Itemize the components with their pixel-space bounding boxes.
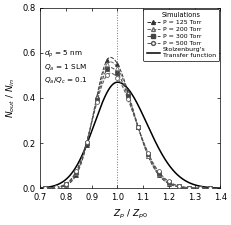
Y-axis label: $N_{out}\ /\ N_{in}$: $N_{out}\ /\ N_{in}$	[4, 78, 17, 118]
Text: $d_p$ = 5 nm
$Q_a$ = 1 SLM
$Q_a/Q_c$ = 0.1: $d_p$ = 5 nm $Q_a$ = 1 SLM $Q_a/Q_c$ = 0…	[44, 48, 88, 86]
Legend: P = 125 Torr, P = 200 Torr, P = 300 Torr, P = 500 Torr, Stolzenburg's
Transfer f: P = 125 Torr, P = 200 Torr, P = 300 Torr…	[143, 9, 219, 61]
X-axis label: $Z_p\ /\ Z_{p0}$: $Z_p\ /\ Z_{p0}$	[113, 208, 148, 221]
